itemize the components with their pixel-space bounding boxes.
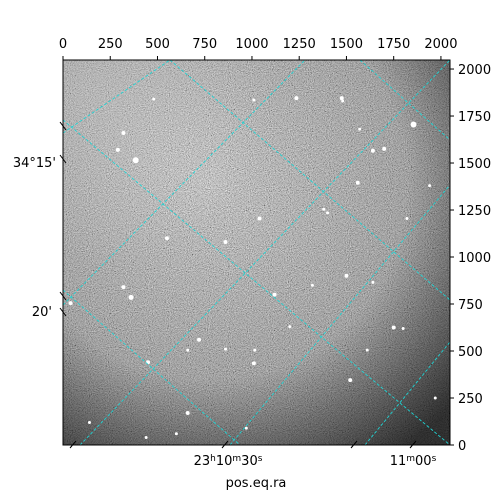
bottom-ra-axis: 23h10m30s 11m00s: [69, 440, 437, 469]
ra-tick-label: 11m00s: [390, 454, 437, 469]
ra-tick: [221, 440, 229, 449]
star-point: [174, 432, 178, 436]
star-point: [401, 326, 405, 330]
star-point: [121, 285, 126, 290]
star-point: [144, 435, 148, 439]
top-tick-label: 0: [59, 37, 67, 52]
right-tick-label: 1750: [458, 110, 491, 125]
star-point: [322, 207, 326, 211]
ra-tick: [69, 440, 77, 449]
right-tick-label: 250: [458, 392, 483, 407]
star-point: [132, 157, 139, 164]
star-point: [68, 301, 73, 306]
right-tick-label: 500: [458, 345, 483, 360]
ra-grid-line: [79, 60, 450, 445]
star-point: [405, 216, 409, 220]
top-tick-label: 1000: [235, 37, 268, 52]
dec-tick: [59, 121, 67, 131]
ra-tick-label: 23h10m30s: [194, 454, 263, 469]
ra-grid-line: [63, 60, 306, 306]
ra-grid-line: [229, 184, 450, 445]
dec-tick-label: 34°15': [13, 156, 56, 171]
star-point: [87, 420, 91, 424]
star-point: [197, 337, 202, 342]
dec-tick-label: 20': [32, 305, 52, 320]
star-point: [121, 130, 126, 135]
star-point: [185, 411, 190, 416]
dec-grid-line: [169, 60, 450, 301]
star-point: [371, 280, 375, 284]
star-point: [272, 292, 277, 297]
star-point: [348, 378, 353, 383]
star-point: [326, 211, 330, 215]
dec-tick: [59, 307, 67, 317]
star-point: [310, 283, 314, 287]
star-point: [224, 347, 228, 351]
star-point: [344, 273, 349, 278]
right-tick-label: 1000: [458, 251, 491, 266]
star-point: [294, 96, 299, 101]
top-tick-label: 500: [145, 37, 170, 52]
star-point: [339, 96, 344, 101]
ra-grid-line: [63, 60, 171, 134]
star-point: [251, 361, 256, 366]
star-point: [410, 121, 417, 128]
right-pixel-axis: 0 250 500 750 1000 1250 1500 1750 2000: [450, 63, 491, 454]
star-point: [152, 97, 156, 101]
star-point: [433, 396, 437, 400]
ra-grid-line: [364, 341, 450, 445]
star-point: [341, 99, 345, 103]
star-point: [186, 348, 190, 352]
right-tick-label: 0: [458, 439, 466, 454]
dec-grid-line: [63, 289, 241, 445]
ra-tick: [350, 440, 358, 449]
star-point: [244, 426, 248, 430]
star-point: [128, 294, 134, 300]
sky-image: [63, 60, 450, 445]
ra-tick: [409, 440, 417, 449]
plot-frame: [62, 59, 451, 446]
star-point: [365, 348, 369, 352]
star-point: [257, 216, 262, 221]
star-point: [253, 348, 257, 352]
coordinate-grid: [63, 60, 450, 445]
right-tick-label: 1250: [458, 204, 491, 219]
star-point: [164, 236, 169, 241]
dec-tick: [59, 154, 67, 164]
star-point: [223, 239, 228, 244]
star-point: [428, 184, 432, 188]
star-point: [355, 180, 360, 185]
dec-tick: [59, 291, 67, 301]
top-tick-label: 1250: [283, 37, 316, 52]
star-point: [391, 325, 396, 330]
top-tick-label: 1500: [330, 37, 363, 52]
top-tick-label: 250: [98, 37, 123, 52]
right-tick-label: 1500: [458, 157, 491, 172]
top-pixel-axis: 0 250 500 750 1000 1250 1500 1750 2000: [59, 37, 457, 60]
x-axis-title: pos.eq.ra: [226, 476, 287, 491]
star-point: [382, 146, 387, 151]
top-tick-label: 2000: [424, 37, 457, 52]
top-tick-label: 1750: [377, 37, 410, 52]
right-tick-label: 2000: [458, 63, 491, 78]
top-tick-label: 750: [192, 37, 217, 52]
dec-grid-line: [63, 119, 450, 445]
dec-grid-line: [359, 60, 450, 141]
star-point: [252, 98, 256, 102]
star-point: [370, 148, 375, 153]
left-dec-axis: 34°15' 20': [13, 121, 67, 320]
star-point: [115, 147, 120, 152]
right-tick-label: 750: [458, 298, 483, 313]
star-point: [288, 325, 292, 329]
star-point: [358, 127, 362, 131]
